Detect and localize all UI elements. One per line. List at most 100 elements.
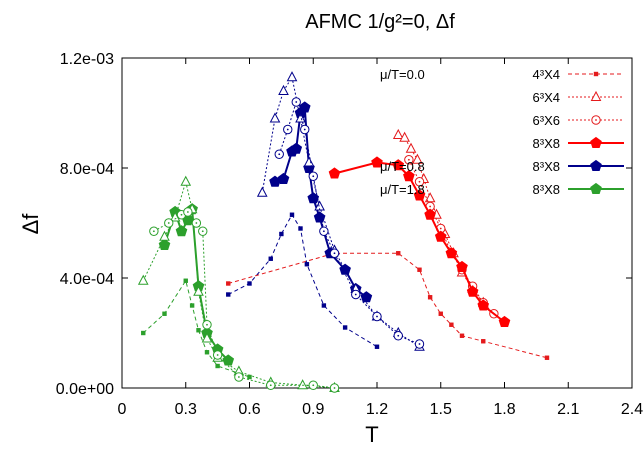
data-point [277,172,290,184]
data-point [175,225,188,237]
series-9 [141,278,252,380]
data-point [544,355,550,360]
series-line [274,104,367,299]
series-line [228,252,548,359]
data-point [328,167,341,179]
data-point [459,333,465,338]
data-point [412,153,423,164]
data-point [417,267,422,272]
data-point [307,192,320,204]
data-point [162,311,167,316]
series-line [261,75,420,348]
series-line [408,159,495,315]
data-point-dot [295,101,298,103]
data-point-dot [333,252,336,255]
legend-group-label: μ/T=0.8 [380,159,425,174]
data-point-dot [303,128,306,131]
data-point [298,226,303,231]
data-point [289,212,295,217]
data-point [424,192,436,203]
data-point [313,211,326,223]
data-point-dot [312,175,315,178]
legend-swatch-marker [593,71,599,77]
x-axis-label: T [365,422,378,446]
y-tick-label: 0.0e+00 [56,381,114,398]
data-point [247,374,252,380]
y-axis-label: Δf [18,213,43,235]
data-point [434,230,447,242]
legend-lattice-label: 8³X8 [533,159,560,174]
data-point [438,311,443,316]
data-point [449,322,454,327]
data-point [371,156,383,168]
legend-swatch-marker [590,90,602,101]
data-point-dot [237,376,240,378]
data-point [286,71,298,82]
data-point [204,350,210,355]
data-point [269,112,281,123]
data-point-dot [201,230,204,233]
data-point [183,278,188,283]
data-point [295,112,306,123]
legend-swatch-marker [590,159,602,171]
data-point [303,156,315,167]
series-8 [158,203,235,366]
data-point [304,262,310,267]
data-point [298,101,311,113]
data-point-dot [354,293,357,296]
data-point [159,230,170,241]
legend-swatch-marker [590,136,602,148]
plot-area: 0 0.3 0.6 0.9 1.2 1.5 1.8 2.1 2.4 0.0e+00 4.0e-04 8… [56,51,643,418]
x-tick-label: 2.4 [621,401,643,418]
data-point-dot [407,158,410,161]
data-point [403,170,415,182]
x-tick-label: 0.9 [302,401,324,418]
data-point [226,292,231,297]
legend-lattice-label: 6³X4 [533,90,560,105]
data-point-dot [167,222,170,224]
y-tick-label: 4.0e-04 [60,271,114,288]
legend-lattice-label: 6³X6 [533,113,560,128]
data-point [392,159,405,171]
data-point [180,175,192,186]
legend-entry-5: μ/T=1.8 8³X8 [380,182,624,197]
x-tick-label: 0.3 [175,401,197,418]
legend-entry-0: μ/T=0.0 4³X4 [380,67,624,82]
data-point [193,285,204,296]
data-point [215,363,220,369]
data-point [481,339,486,344]
data-point-dot [278,153,281,156]
data-point-dot [286,128,289,131]
data-point [256,186,268,197]
data-point [342,325,348,330]
data-point-dot [152,230,155,233]
data-point-dot [312,384,315,387]
data-point-dot [206,323,208,326]
series-7 [274,97,425,349]
data-point [278,84,289,95]
data-point [392,128,404,139]
series-0 [226,251,550,360]
data-point [290,142,303,154]
chart-title: AFMC 1/g²=0, Δf [305,11,455,33]
data-point [297,379,308,390]
data-point-dot [429,205,432,208]
legend-group-label: μ/T=0.0 [380,67,425,82]
data-point [201,332,213,343]
series-10 [137,175,340,392]
data-point [477,299,490,311]
legend-entry-2: 6³X6 [533,113,624,128]
data-point-dot [180,213,183,216]
x-tick-label: 0 [118,401,127,418]
x-tick-label: 1.5 [430,401,452,418]
y-tick-label: 1.2e-03 [60,51,114,68]
data-point-dot [376,315,378,318]
data-point [498,315,511,327]
legend-group-label: μ/T=1.8 [380,182,425,197]
series-line [228,213,378,348]
data-point-dot [333,387,336,389]
data-point [445,247,458,259]
data-point [424,208,436,220]
